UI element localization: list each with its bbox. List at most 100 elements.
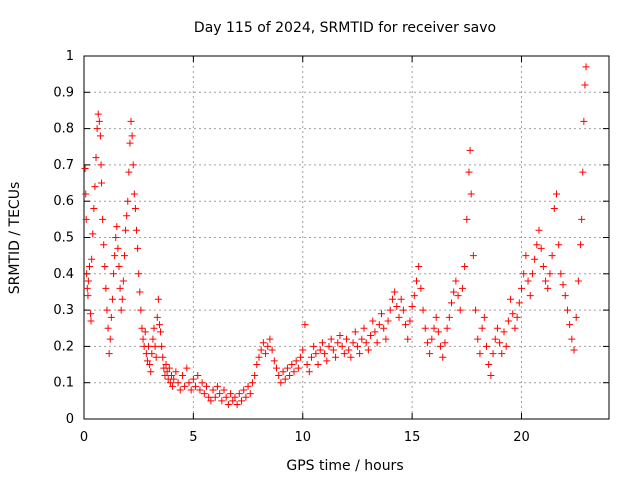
data-point [83, 284, 91, 292]
data-point [92, 154, 100, 162]
data-point [496, 339, 504, 347]
data-point [415, 263, 423, 271]
data-point [356, 350, 364, 358]
data-point [89, 230, 97, 238]
data-point [329, 346, 337, 354]
data-point [290, 368, 298, 376]
data-point [82, 190, 90, 198]
data-point [489, 350, 497, 358]
data-point [325, 342, 333, 350]
data-point [279, 368, 287, 376]
y-tick-label: 0.3 [53, 303, 74, 318]
data-point [84, 292, 92, 300]
data-point [83, 270, 91, 278]
data-point [349, 339, 357, 347]
data-point [347, 353, 355, 361]
data-point [122, 226, 130, 234]
data-point [238, 397, 245, 405]
data-point [465, 168, 473, 176]
data-point [384, 317, 392, 325]
data-point [133, 226, 140, 234]
data-point [277, 379, 285, 387]
data-point [147, 368, 155, 376]
grid [84, 56, 609, 419]
data-point [535, 226, 543, 234]
data-point [108, 295, 116, 303]
data-point [345, 346, 353, 354]
data-point [251, 371, 259, 379]
data-point [417, 284, 425, 292]
data-point [399, 306, 407, 314]
data-point [82, 215, 90, 223]
data-point [131, 204, 139, 212]
data-point [312, 350, 320, 358]
data-point [181, 382, 189, 390]
data-point [273, 364, 280, 372]
data-point [456, 306, 464, 314]
data-point [130, 190, 138, 198]
data-point [87, 317, 95, 325]
data-point [454, 292, 462, 300]
data-point [559, 281, 567, 289]
y-tick-label: 0.1 [53, 376, 74, 391]
data-point [362, 339, 370, 347]
data-point [268, 346, 276, 354]
data-point [229, 397, 237, 405]
data-point [281, 375, 289, 383]
data-point [480, 313, 488, 321]
data-point [120, 252, 128, 260]
data-point [450, 288, 458, 296]
data-point [127, 117, 135, 125]
y-tick-label: 0 [66, 412, 74, 427]
data-point [310, 342, 318, 350]
data-point [220, 386, 228, 394]
data-point [178, 371, 186, 379]
data-point [334, 339, 342, 347]
data-point [246, 390, 254, 398]
y-tick-label: 0.8 [53, 122, 74, 137]
data-point [466, 146, 474, 154]
y-tick-label: 0.2 [53, 339, 74, 354]
data-point [198, 379, 206, 387]
data-point [283, 364, 291, 372]
x-tick-label: 10 [294, 430, 311, 445]
data-point [367, 332, 375, 340]
data-point [97, 161, 105, 169]
data-point [163, 368, 171, 376]
data-point [515, 299, 523, 307]
data-point [93, 125, 101, 133]
data-point [579, 168, 587, 176]
data-point [439, 353, 447, 361]
data-point [211, 393, 219, 401]
data-point [498, 350, 506, 358]
data-point [323, 357, 331, 365]
data-point [380, 324, 388, 332]
y-tick-label: 0.9 [53, 85, 74, 100]
data-point [104, 324, 112, 332]
data-point [563, 306, 571, 314]
data-point [360, 324, 368, 332]
data-point [577, 241, 585, 249]
data-point [107, 313, 115, 321]
data-point [526, 292, 534, 300]
data-point [572, 313, 580, 321]
data-point [461, 263, 469, 271]
data-point [224, 400, 232, 408]
data-point [168, 371, 175, 379]
data-point [299, 346, 307, 354]
data-point [321, 350, 329, 358]
data-point [531, 255, 539, 263]
data-point [550, 204, 558, 212]
data-point [157, 328, 165, 336]
data-point [369, 317, 377, 325]
data-point [294, 364, 302, 372]
data-point [574, 277, 582, 285]
data-point [222, 393, 230, 401]
y-tick-label: 0.7 [53, 158, 74, 173]
data-point [553, 190, 560, 198]
data-point [111, 252, 119, 260]
data-point [91, 183, 99, 191]
data-point [472, 306, 480, 314]
